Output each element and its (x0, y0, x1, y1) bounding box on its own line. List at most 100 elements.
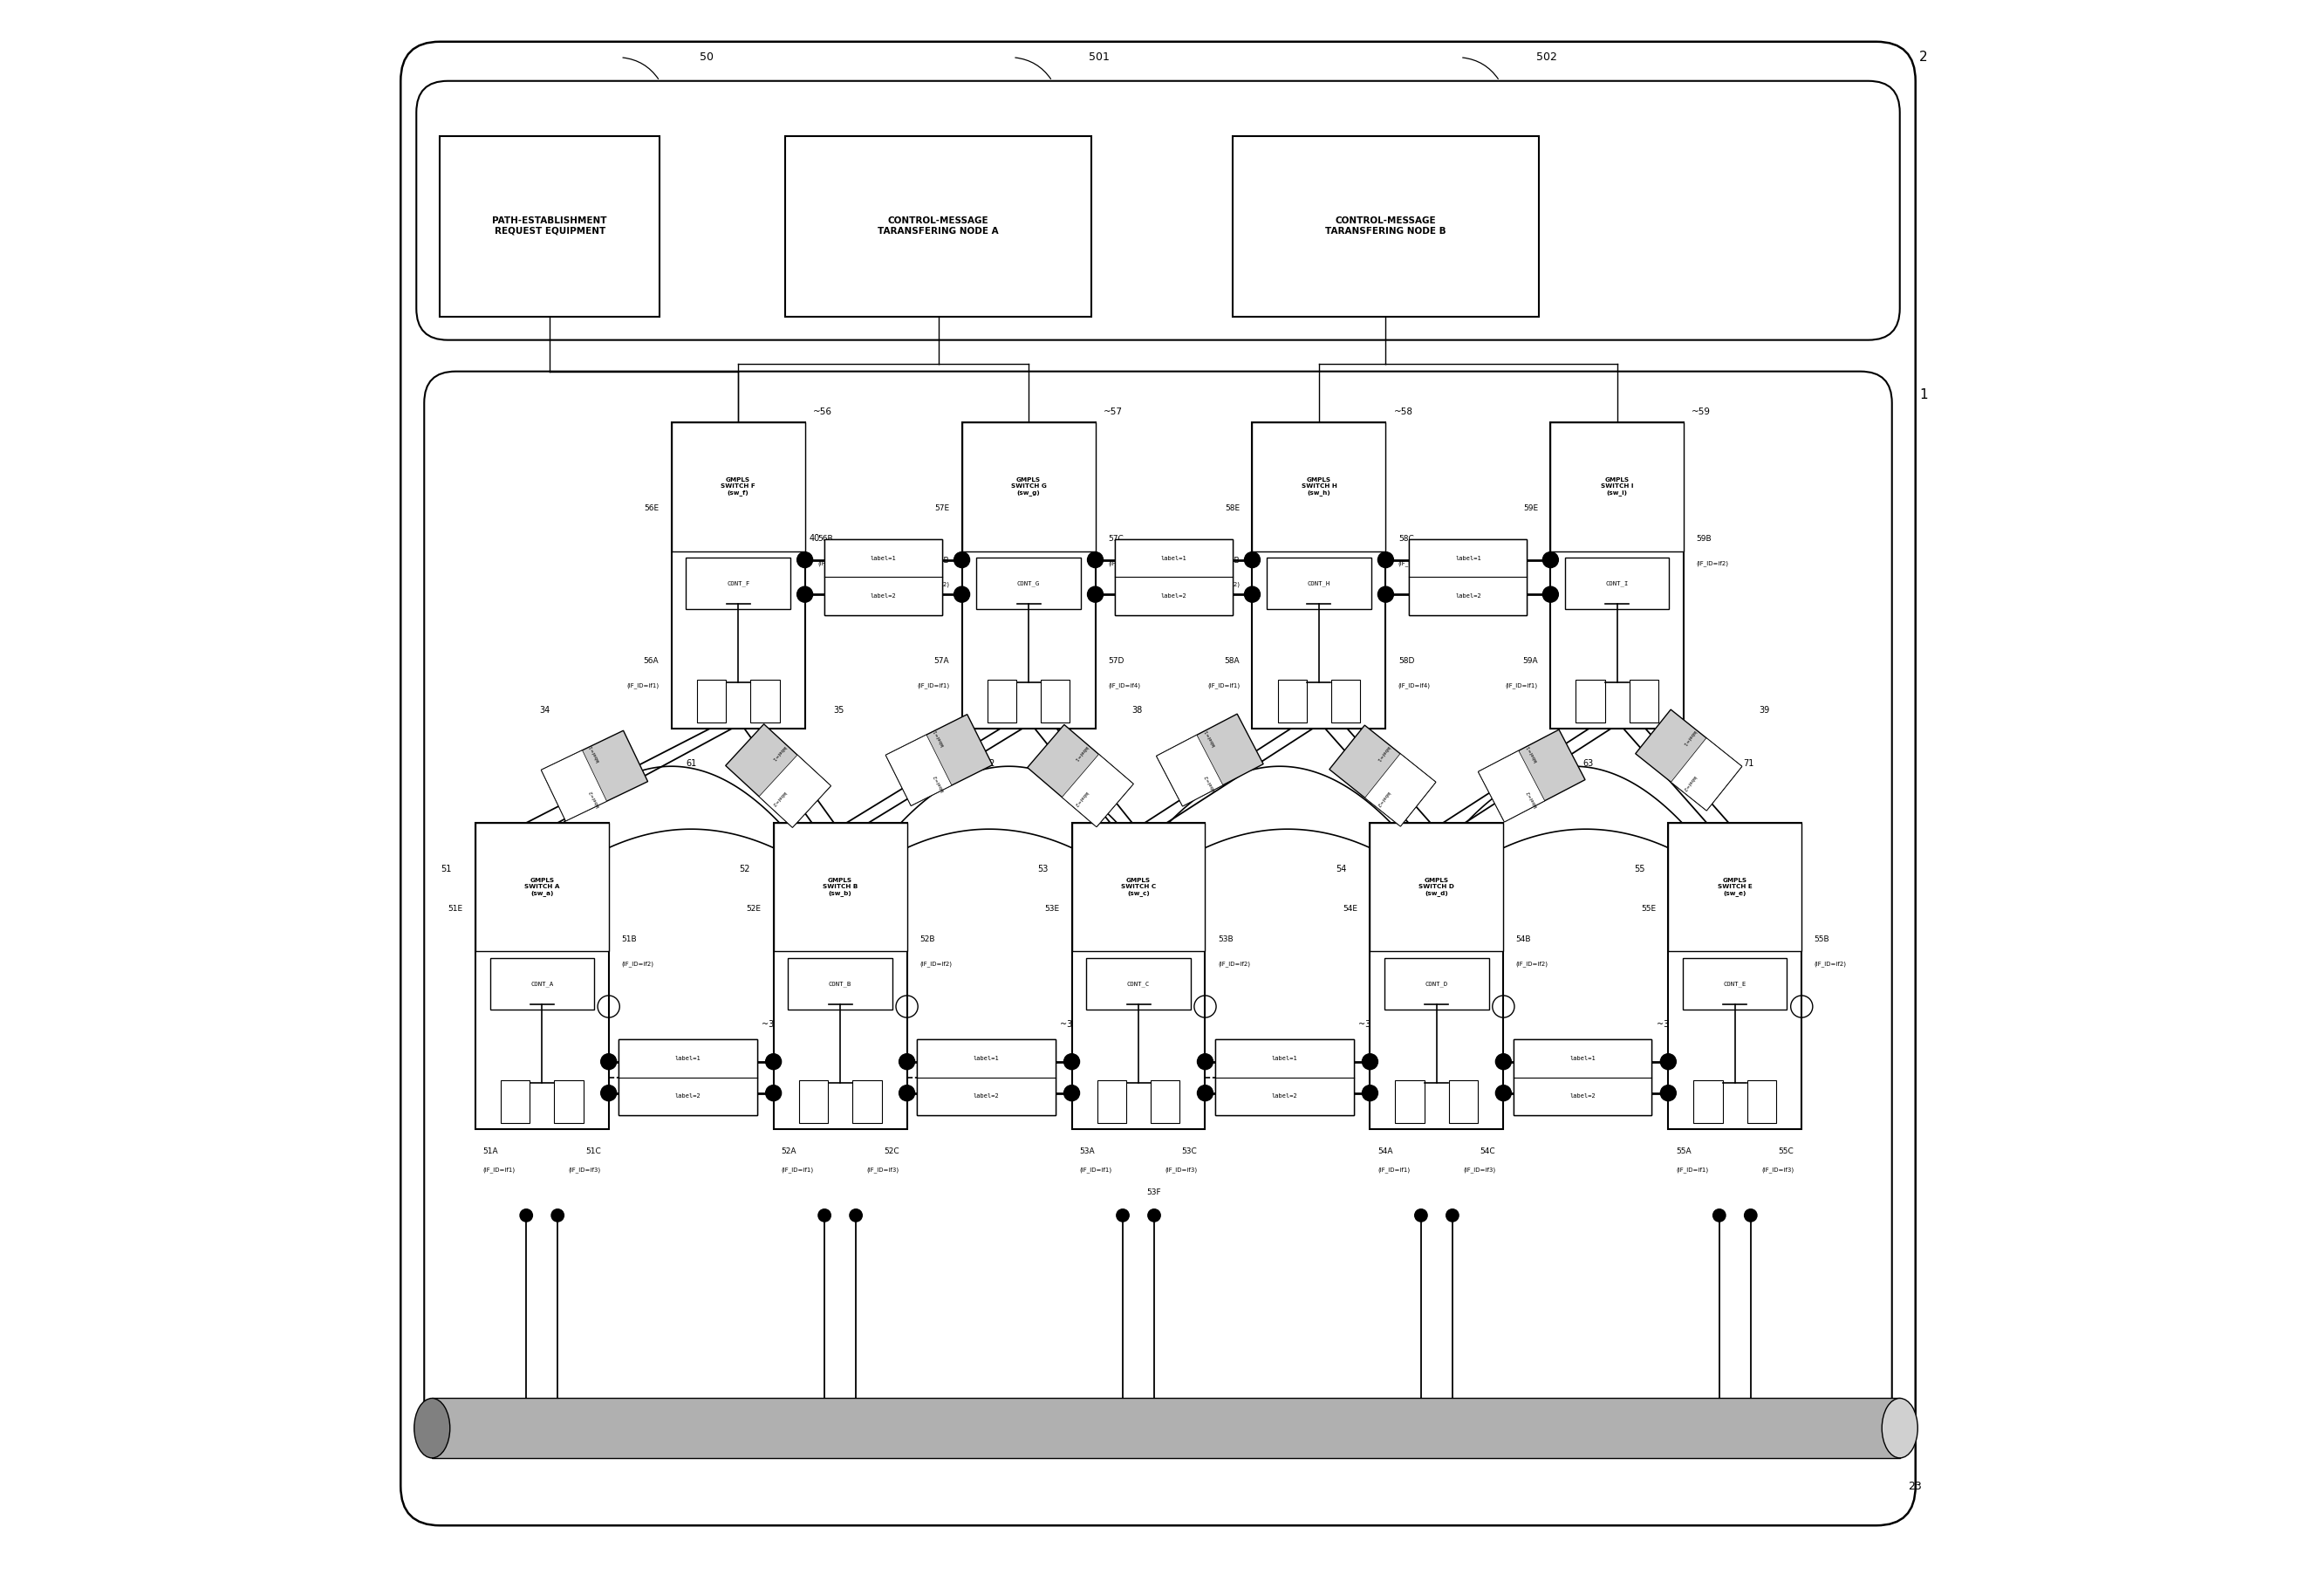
Text: (IF_ID=if2): (IF_ID=if2) (1815, 961, 1848, 967)
Circle shape (1378, 551, 1394, 567)
Text: 55C: 55C (1778, 1148, 1794, 1156)
Text: (IF_ID=if1): (IF_ID=if1) (781, 1167, 813, 1172)
Text: label=2: label=2 (769, 791, 786, 806)
Text: (IF_ID=if4): (IF_ID=if4) (1109, 684, 1141, 688)
Text: 51E: 51E (449, 904, 462, 912)
Text: 51C: 51C (586, 1148, 602, 1156)
Circle shape (1243, 586, 1260, 602)
Bar (725, 724, 830, 827)
Bar (760, 754, 830, 827)
Text: label=1: label=1 (1204, 728, 1215, 747)
Circle shape (1713, 1210, 1724, 1222)
Text: (IF_ID=if1): (IF_ID=if1) (483, 1167, 516, 1172)
Bar (1278, 679, 1306, 723)
Circle shape (1415, 1210, 1427, 1222)
Text: ~32: ~32 (1357, 1021, 1376, 1028)
Bar (1062, 754, 1134, 827)
Bar (1232, 135, 1538, 317)
Text: label=1: label=1 (674, 1055, 702, 1062)
Text: 41: 41 (1264, 679, 1276, 687)
Bar (962, 422, 1095, 551)
Circle shape (765, 1054, 781, 1069)
Text: (IF_ID=if1): (IF_ID=if1) (1676, 1167, 1708, 1172)
Circle shape (1148, 1210, 1160, 1222)
Circle shape (521, 1210, 532, 1222)
Text: (IF_ID=if1): (IF_ID=if1) (1506, 684, 1538, 688)
Text: GMPLS
SWITCH G
(sw_g): GMPLS SWITCH G (sw_g) (1011, 477, 1046, 496)
Bar (1369, 822, 1504, 951)
Text: 58C: 58C (1399, 536, 1413, 543)
Text: (IF_ID=if3): (IF_ID=if3) (867, 1167, 899, 1172)
Bar (1369, 822, 1504, 1129)
Bar (1041, 679, 1069, 723)
Bar (825, 539, 941, 614)
Text: 35: 35 (832, 706, 844, 715)
Bar (1408, 576, 1527, 614)
Text: label=2: label=2 (588, 789, 600, 808)
Bar (1027, 724, 1134, 827)
Bar (541, 750, 607, 821)
Text: (IF_ID=if2): (IF_ID=if2) (1218, 961, 1250, 967)
Text: 501: 501 (1090, 52, 1109, 63)
Bar (490, 958, 595, 1010)
Text: 54B: 54B (1515, 936, 1532, 943)
Text: (IF_ID=if3): (IF_ID=if3) (1762, 1167, 1794, 1172)
Text: 51: 51 (442, 865, 451, 873)
Text: 57C: 57C (1109, 536, 1122, 543)
Text: (IF_ID=if2): (IF_ID=if2) (1697, 561, 1729, 567)
Text: (IF_ID=if1): (IF_ID=if1) (918, 684, 948, 688)
Text: (IF_ID=if1): (IF_ID=if1) (627, 684, 660, 688)
Bar (976, 558, 1081, 610)
Circle shape (602, 1054, 616, 1069)
Bar (1669, 822, 1801, 1129)
Text: (IF_ID=if3): (IF_ID=if3) (569, 1167, 602, 1172)
Text: (IF_ID=if2): (IF_ID=if2) (1515, 961, 1548, 967)
Text: GMPLS
SWITCH I
(sw_i): GMPLS SWITCH I (sw_i) (1601, 477, 1634, 496)
Text: CONT_G: CONT_G (1018, 581, 1041, 586)
Text: label=2: label=2 (1160, 594, 1188, 598)
Text: CONT_F: CONT_F (727, 581, 751, 586)
Circle shape (1659, 1085, 1676, 1101)
Circle shape (1497, 1054, 1511, 1069)
Bar (1669, 822, 1801, 951)
Bar (1150, 1080, 1181, 1123)
Text: 53: 53 (1037, 865, 1048, 873)
Text: 57B: 57B (934, 556, 948, 564)
Ellipse shape (1882, 1399, 1917, 1458)
Text: label=1: label=1 (1680, 729, 1697, 747)
Bar (1332, 679, 1360, 723)
Bar (1564, 558, 1669, 610)
Text: 61: 61 (686, 759, 697, 769)
Bar (1448, 1080, 1478, 1123)
Circle shape (818, 1210, 830, 1222)
Bar (1513, 1040, 1652, 1115)
Text: (IF_ID=if2): (IF_ID=if2) (818, 561, 851, 567)
Text: 54: 54 (1601, 706, 1613, 715)
Bar (1513, 1040, 1652, 1115)
Text: 55B: 55B (1815, 936, 1829, 943)
Text: 502: 502 (1536, 52, 1557, 63)
Circle shape (1745, 1210, 1757, 1222)
Text: 37: 37 (1081, 698, 1092, 707)
Bar (1253, 422, 1385, 551)
Bar (1478, 751, 1545, 822)
Text: 56B: 56B (818, 536, 832, 543)
Text: label=2: label=2 (1074, 791, 1088, 806)
Text: 1: 1 (1920, 389, 1927, 402)
Text: 57A: 57A (934, 657, 948, 665)
Text: GMPLS
SWITCH B
(sw_b): GMPLS SWITCH B (sw_b) (823, 877, 858, 896)
Bar (1364, 754, 1436, 827)
Bar (918, 1040, 1055, 1115)
Text: 54: 54 (1585, 665, 1597, 674)
Bar (1683, 958, 1787, 1010)
Circle shape (797, 586, 813, 602)
Bar (1671, 739, 1743, 811)
Bar (672, 422, 804, 729)
Bar (962, 422, 1095, 729)
Text: label=1: label=1 (1455, 556, 1480, 561)
Bar (1071, 822, 1206, 951)
Ellipse shape (414, 1399, 451, 1458)
Text: 62: 62 (985, 759, 995, 769)
Text: label=1: label=1 (974, 1055, 999, 1062)
Text: 34: 34 (539, 706, 551, 715)
